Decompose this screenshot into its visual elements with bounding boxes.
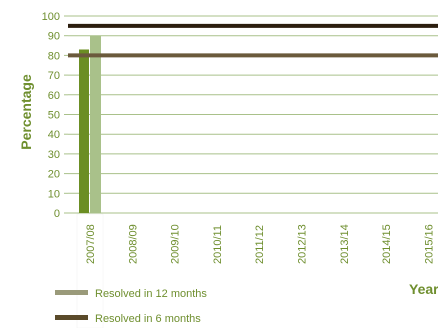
y-tick-label: 80 [48,50,60,62]
legend-label-6-months: Resolved in 6 months [95,313,201,325]
y-tick-label: 0 [54,208,60,220]
y-tick-label: 90 [48,31,60,43]
y-tick-label: 20 [48,169,60,181]
reference-lines [68,23,438,58]
legend-label-12-months: Resolved in 12 months [95,288,207,300]
bar-resolved-12-months [90,35,101,214]
x-axis-title: Year [409,281,438,297]
x-tick-label: 2008/09 [127,224,139,264]
x-tick-label: 2015/16 [423,224,435,264]
x-tick-label: 2009/10 [170,224,182,264]
x-tick-label: 2012/13 [297,224,309,264]
y-axis-title: Percentage [18,74,34,150]
x-tick-label: 2007/08 [85,224,97,264]
x-tick-label: 2014/15 [381,224,393,264]
grid [64,15,438,214]
legend-swatch-6-months [55,315,88,320]
highlight-layer [76,213,104,328]
y-tick-label: 70 [48,70,60,82]
y-tick-label: 50 [48,110,60,122]
y-tick-label: 60 [48,90,60,102]
y-tick-label: 40 [48,129,60,141]
y-tick-label: 100 [42,11,60,23]
x-tick-labels: 2007/08 2008/09 2009/10 2010/11 2011/12 2012/… [85,224,435,264]
x-tick-label: 2011/12 [254,225,266,264]
legend: Resolved in 12 months Resolved in 6 mont… [55,288,207,325]
y-tick-label: 10 [48,188,60,200]
y-tick-labels: 0 10 20 30 40 50 60 70 80 90 100 [42,11,60,220]
x-tick-label: 2013/14 [339,224,351,264]
legend-swatch-12-months [55,290,88,295]
bar-resolved-6-months [79,49,89,213]
x-tick-label: 2010/11 [212,225,224,264]
y-tick-label: 30 [48,149,60,161]
bars [79,35,101,214]
category-highlight [76,213,104,328]
